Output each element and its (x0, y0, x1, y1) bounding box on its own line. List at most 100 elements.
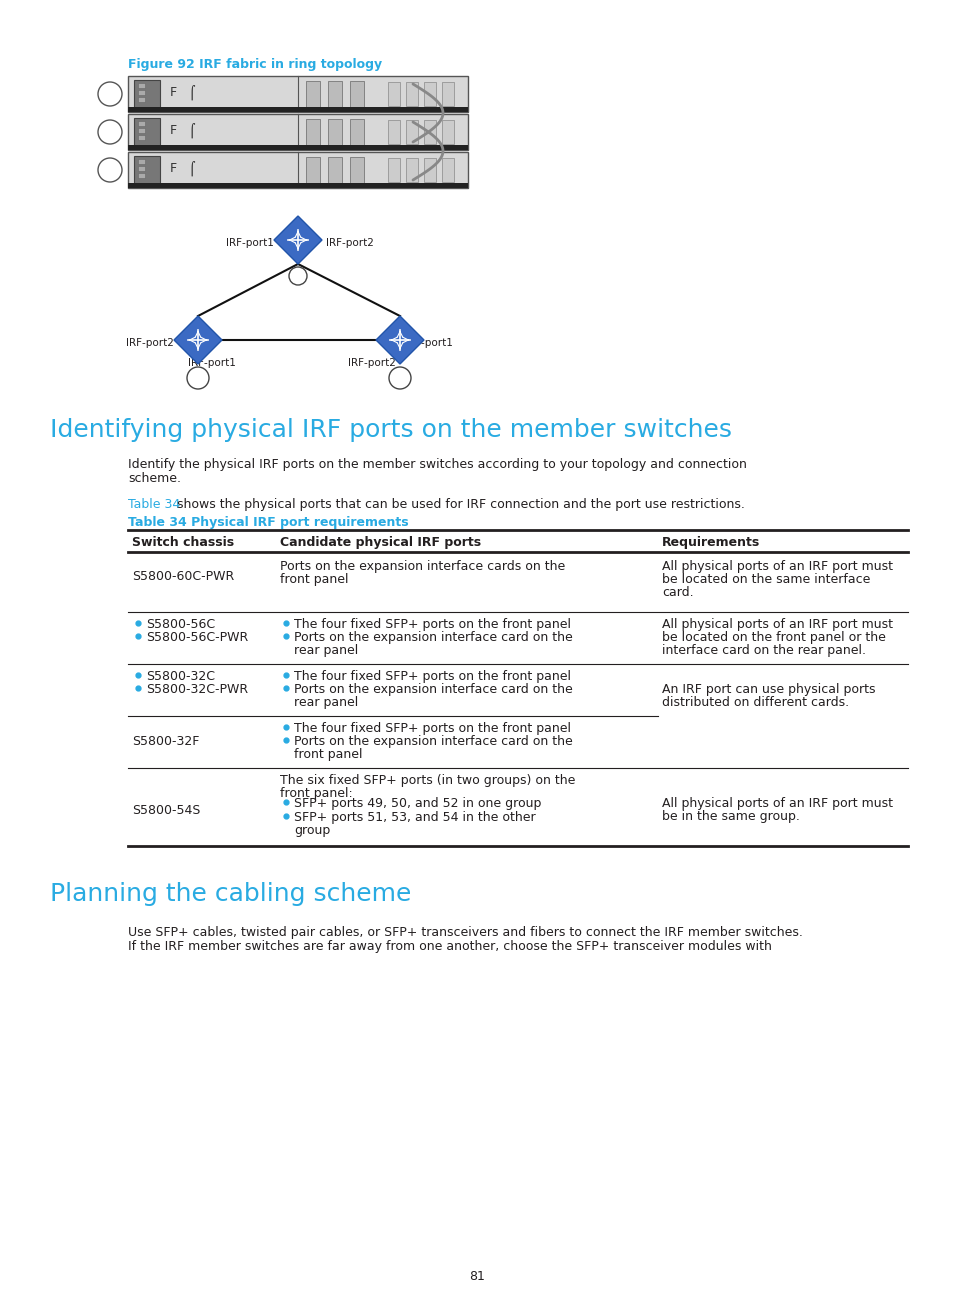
Circle shape (98, 120, 122, 144)
Text: S5800-54S: S5800-54S (132, 804, 200, 817)
Polygon shape (128, 151, 468, 188)
Text: front panel: front panel (280, 573, 348, 586)
Text: Candidate physical IRF ports: Candidate physical IRF ports (280, 536, 480, 549)
Polygon shape (128, 182, 468, 188)
Polygon shape (388, 120, 399, 144)
Polygon shape (406, 158, 417, 182)
Polygon shape (423, 82, 436, 106)
Text: S5800-56C-PWR: S5800-56C-PWR (146, 631, 248, 644)
Text: IRF-port1: IRF-port1 (188, 358, 235, 367)
Text: card.: card. (661, 586, 693, 599)
Text: Ports on the expansion interface card on the: Ports on the expansion interface card on… (294, 735, 572, 748)
Polygon shape (388, 82, 399, 106)
Text: SFP+ ports 49, 50, and 52 in one group: SFP+ ports 49, 50, and 52 in one group (294, 797, 540, 810)
Circle shape (289, 267, 307, 285)
Text: Planning the cabling scheme: Planning the cabling scheme (50, 883, 411, 906)
Text: Requirements: Requirements (661, 536, 760, 549)
Text: IRF-port2: IRF-port2 (126, 338, 173, 348)
Polygon shape (406, 120, 417, 144)
Text: All physical ports of an IRF port must: All physical ports of an IRF port must (661, 560, 892, 573)
Polygon shape (128, 114, 468, 150)
Polygon shape (133, 118, 160, 146)
Text: be located on the front panel or the: be located on the front panel or the (661, 631, 885, 644)
Text: Ports on the expansion interface card on the: Ports on the expansion interface card on… (294, 683, 572, 696)
Text: F: F (170, 85, 177, 100)
Polygon shape (441, 82, 454, 106)
Text: ⌠: ⌠ (188, 123, 194, 138)
Polygon shape (138, 166, 145, 171)
Polygon shape (128, 76, 468, 113)
Text: F: F (170, 162, 177, 175)
Text: Table 34: Table 34 (128, 498, 180, 511)
Text: Use SFP+ cables, twisted pair cables, or SFP+ transceivers and fibers to connect: Use SFP+ cables, twisted pair cables, or… (128, 927, 802, 939)
Polygon shape (133, 157, 160, 184)
Text: S5800-32C-PWR: S5800-32C-PWR (146, 683, 248, 696)
Circle shape (389, 367, 411, 389)
Text: front panel:: front panel: (280, 787, 353, 800)
Circle shape (187, 367, 209, 389)
Text: S5800-60C-PWR: S5800-60C-PWR (132, 569, 234, 584)
Text: All physical ports of an IRF port must: All physical ports of an IRF port must (661, 619, 892, 631)
Polygon shape (173, 316, 222, 364)
Text: rear panel: rear panel (294, 696, 358, 709)
Text: S5800-32F: S5800-32F (132, 735, 199, 748)
Polygon shape (306, 119, 319, 145)
Text: The four fixed SFP+ ports on the front panel: The four fixed SFP+ ports on the front p… (294, 722, 571, 735)
Text: S5800-32C: S5800-32C (146, 670, 214, 683)
Circle shape (98, 82, 122, 106)
Text: rear panel: rear panel (294, 644, 358, 657)
Polygon shape (128, 145, 468, 150)
Polygon shape (441, 158, 454, 182)
Text: front panel: front panel (294, 748, 362, 761)
Polygon shape (138, 173, 145, 179)
Text: All physical ports of an IRF port must: All physical ports of an IRF port must (661, 797, 892, 810)
Text: ⌠: ⌠ (188, 160, 194, 176)
Text: ⌠: ⌠ (188, 85, 194, 101)
Text: group: group (294, 824, 330, 837)
Polygon shape (138, 135, 145, 140)
Text: IRF-port2: IRF-port2 (348, 358, 395, 367)
Polygon shape (274, 216, 322, 264)
Polygon shape (375, 316, 423, 364)
Text: If the IRF member switches are far away from one another, choose the SFP+ transc: If the IRF member switches are far away … (128, 939, 771, 952)
Text: F: F (170, 124, 177, 137)
Text: Figure 92 IRF fabric in ring topology: Figure 92 IRF fabric in ring topology (128, 58, 382, 71)
Polygon shape (423, 120, 436, 144)
Polygon shape (350, 119, 364, 145)
Text: The six fixed SFP+ ports (in two groups) on the: The six fixed SFP+ ports (in two groups)… (280, 774, 575, 787)
Text: Table 34 Physical IRF port requirements: Table 34 Physical IRF port requirements (128, 516, 408, 529)
Text: IRF-port2: IRF-port2 (326, 238, 374, 248)
Text: IRF-port1: IRF-port1 (226, 238, 274, 248)
Polygon shape (406, 82, 417, 106)
Text: shows the physical ports that can be used for IRF connection and the port use re: shows the physical ports that can be use… (172, 498, 744, 511)
Polygon shape (306, 82, 319, 107)
Polygon shape (328, 119, 341, 145)
Polygon shape (350, 82, 364, 107)
Text: Ports on the expansion interface card on the: Ports on the expansion interface card on… (294, 631, 572, 644)
Polygon shape (328, 157, 341, 182)
Text: Identify the physical IRF ports on the member switches according to your topolog: Identify the physical IRF ports on the m… (128, 458, 746, 471)
Polygon shape (328, 82, 341, 107)
Polygon shape (133, 80, 160, 107)
Polygon shape (441, 120, 454, 144)
Text: 81: 81 (469, 1269, 484, 1282)
Text: S5800-56C: S5800-56C (146, 619, 214, 631)
Text: be located on the same interface: be located on the same interface (661, 573, 869, 586)
Text: SFP+ ports 51, 53, and 54 in the other: SFP+ ports 51, 53, and 54 in the other (294, 811, 535, 824)
Text: IRF-port1: IRF-port1 (405, 338, 453, 348)
Text: be in the same group.: be in the same group. (661, 810, 799, 823)
Text: The four fixed SFP+ ports on the front panel: The four fixed SFP+ ports on the front p… (294, 619, 571, 631)
Text: Identifying physical IRF ports on the member switches: Identifying physical IRF ports on the me… (50, 418, 731, 443)
Polygon shape (138, 122, 145, 126)
Text: Switch chassis: Switch chassis (132, 536, 233, 549)
Text: scheme.: scheme. (128, 472, 181, 485)
Polygon shape (138, 97, 145, 102)
Circle shape (98, 158, 122, 182)
Text: An IRF port can use physical ports: An IRF port can use physical ports (661, 683, 875, 696)
Polygon shape (306, 157, 319, 182)
Polygon shape (128, 107, 468, 113)
Polygon shape (138, 91, 145, 94)
Text: Ports on the expansion interface cards on the: Ports on the expansion interface cards o… (280, 560, 565, 573)
Polygon shape (388, 158, 399, 182)
Text: interface card on the rear panel.: interface card on the rear panel. (661, 644, 865, 657)
